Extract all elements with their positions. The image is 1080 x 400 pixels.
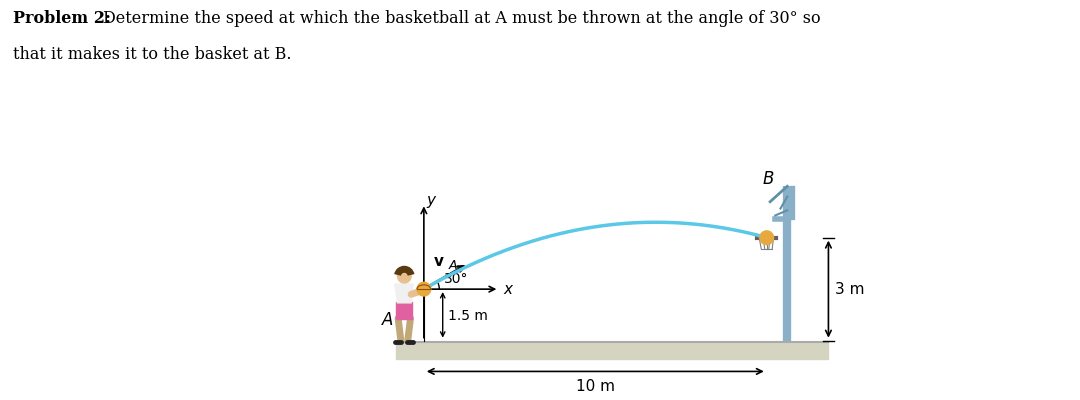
Circle shape [397,269,411,283]
Text: that it makes it to the basket at B.: that it makes it to the basket at B. [13,46,292,63]
Circle shape [417,282,431,296]
Text: $\mathbf{v}$: $\mathbf{v}$ [433,254,445,269]
Text: B: B [762,170,774,188]
Text: y: y [427,192,435,208]
Circle shape [760,231,773,244]
Text: $A$: $A$ [448,258,458,272]
Text: A: A [382,311,393,329]
Text: 10 m: 10 m [576,379,615,394]
Polygon shape [394,284,414,303]
Text: 1.5 m: 1.5 m [448,309,488,323]
Text: 3 m: 3 m [835,282,864,297]
Text: 30°: 30° [444,272,469,286]
Text: Determine the speed at which the basketball at A must be thrown at the angle of : Determine the speed at which the basketb… [103,10,820,27]
Polygon shape [396,302,413,319]
Text: x: x [503,282,512,297]
Text: Problem 2:: Problem 2: [13,10,111,27]
